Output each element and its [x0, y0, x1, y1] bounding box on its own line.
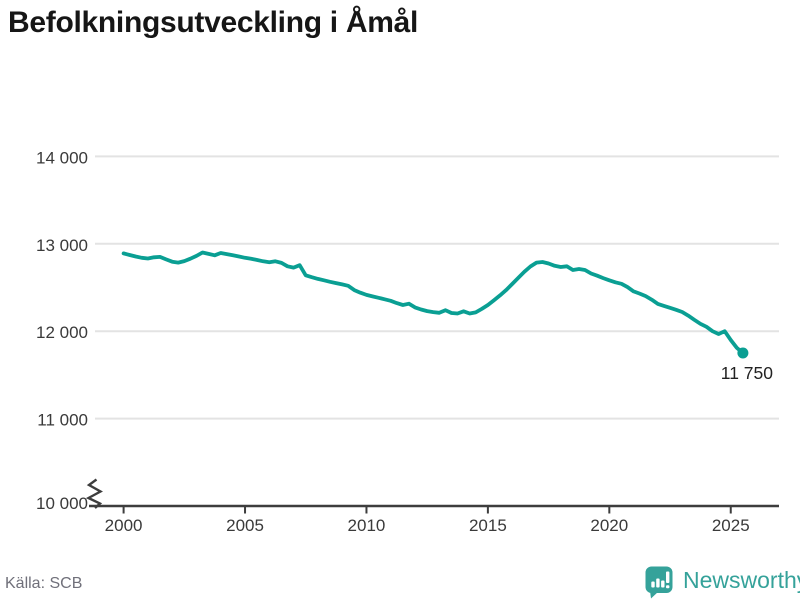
x-tick-label: 2015 — [469, 516, 507, 535]
y-tick-label: 11 000 — [37, 411, 88, 430]
x-tick-label: 2010 — [348, 516, 386, 535]
y-tick-label: 12 000 — [36, 323, 88, 342]
end-value-label: 11 750 — [721, 363, 773, 383]
x-tick-label: 2025 — [712, 516, 750, 535]
newsworthy-logo-icon — [645, 566, 673, 599]
newsworthy-logo-text: Newsworthy — [683, 567, 800, 593]
newsworthy-logo[interactable]: Newsworthy — [645, 566, 800, 599]
source-label: Källa: SCB — [5, 575, 83, 592]
x-tick-label: 2005 — [226, 516, 264, 535]
chart-title: Befolkningsutveckling i Åmål — [8, 6, 419, 39]
population-line — [121, 250, 745, 355]
x-tick-label: 2020 — [590, 516, 628, 535]
axis-break-icon — [85, 478, 103, 509]
y-tick-label: 10 000 — [36, 494, 88, 513]
y-tick-label: 13 000 — [36, 236, 88, 255]
end-point-marker — [737, 347, 749, 359]
y-tick-label: 14 000 — [36, 148, 88, 167]
x-tick-label: 2000 — [105, 516, 143, 535]
